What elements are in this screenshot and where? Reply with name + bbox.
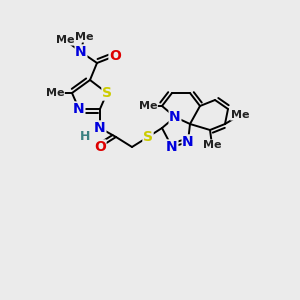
Text: O: O (109, 49, 121, 63)
Text: N: N (182, 135, 194, 149)
Text: Me: Me (231, 110, 249, 120)
Text: Me: Me (56, 35, 74, 45)
Text: S: S (143, 130, 153, 144)
Text: N: N (73, 102, 85, 116)
Text: Me: Me (139, 101, 157, 111)
Text: Me: Me (46, 88, 64, 98)
Text: N: N (75, 45, 87, 59)
Text: N: N (94, 121, 106, 135)
Text: S: S (102, 86, 112, 100)
Text: H: H (80, 130, 90, 143)
Text: N: N (169, 110, 181, 124)
Text: N: N (166, 140, 178, 154)
Text: O: O (94, 140, 106, 154)
Text: Me: Me (203, 140, 221, 150)
Text: Me: Me (75, 32, 93, 42)
